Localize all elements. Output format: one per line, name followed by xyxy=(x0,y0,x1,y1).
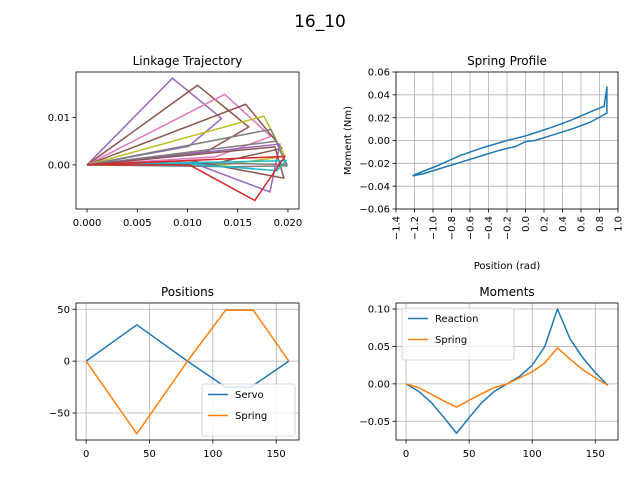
spring_profile-x-tick-label: 0.8 xyxy=(595,216,606,232)
positions-x-tick-label: 100 xyxy=(203,449,222,460)
positions-legend-box xyxy=(201,383,296,437)
spring_profile-x-tick-label: 1.0 xyxy=(614,216,625,232)
positions-series-line xyxy=(85,309,290,435)
positions-y-tick-label: −50 xyxy=(49,409,70,420)
linkage-title: Linkage Trajectory xyxy=(133,54,243,68)
spring_profile-series-line xyxy=(412,86,608,177)
positions-x-tick-label: 150 xyxy=(267,449,286,460)
linkage-series-line xyxy=(87,155,286,202)
moments-legend-box xyxy=(401,307,515,361)
spring_profile-y-tick-label: 0.00 xyxy=(368,136,390,147)
linkage-x-tick-label: 0.010 xyxy=(173,218,202,229)
positions-legend: Servo Spring xyxy=(201,383,296,437)
positions-axes-frame xyxy=(75,302,300,441)
spring_profile-x-tick-label: −1.2 xyxy=(410,216,421,240)
spring_profile-x-tick-label: −0.6 xyxy=(466,216,477,240)
moments-x-tick-label: 0 xyxy=(403,449,409,460)
spring_profile-y-tick-label: 0.06 xyxy=(368,68,390,79)
linkage-y-tick-label: 0.00 xyxy=(48,161,70,172)
spring_profile-x-tick-label: −0.4 xyxy=(484,216,495,240)
spring_profile-x-tick-label: −1.4 xyxy=(392,216,403,240)
spring_profile-x-tick-label: 0.6 xyxy=(577,216,588,232)
figure-suptitle: 16_10 xyxy=(294,12,346,32)
moments-series-line xyxy=(405,347,609,408)
spring_profile-y-tick-label: −0.06 xyxy=(359,205,390,216)
moments-panel: 0 50 100 150 −0.05 0.00 0.05 0.10 Moments Reactio… xyxy=(359,285,619,460)
linkage-x-tick-label: 0.005 xyxy=(123,218,152,229)
spring_profile-y-tick-label: −0.04 xyxy=(359,182,390,193)
moments-title: Moments xyxy=(479,285,534,299)
linkage-x-tick-label: 0.000 xyxy=(73,218,102,229)
spring_profile-y-tick-label: 0.04 xyxy=(368,90,390,101)
linkage-x-tick-label: 0.015 xyxy=(223,218,252,229)
positions-y-tick-label: 50 xyxy=(57,305,70,316)
positions-panel: 0 50 100 150 −50 0 50 Positions Servo Spring xyxy=(49,285,300,460)
moments-x-tick-label: 50 xyxy=(463,449,476,460)
linkage-panel: 0.000 0.005 0.010 0.015 0.020 0.00 0.01 Linkage… xyxy=(48,54,303,229)
moments-y-tick-label: 0.05 xyxy=(368,342,390,353)
spring_profile-x-tick-label: −0.8 xyxy=(447,216,458,240)
moments-y-tick-label: 0.10 xyxy=(368,305,390,316)
moments-legend-label: Reaction xyxy=(435,314,478,325)
spring_profile-x-tick-label: 0.0 xyxy=(521,216,532,232)
positions-title: Positions xyxy=(161,285,214,299)
spring_profile-y-tick-label: −0.02 xyxy=(359,159,390,170)
moments-legend: Reaction Spring xyxy=(401,307,515,361)
spring_profile-title: Spring Profile xyxy=(467,54,547,68)
moments-y-tick-label: 0.00 xyxy=(368,379,390,390)
spring_profile-x-tick-label: 0.2 xyxy=(540,216,551,232)
positions-legend-label: Spring xyxy=(235,411,267,422)
moments-x-tick-label: 150 xyxy=(586,449,605,460)
spring_profile-ylabel: Moment (Nm) xyxy=(343,106,354,175)
linkage-series-line xyxy=(86,128,288,168)
positions-x-tick-label: 50 xyxy=(143,449,156,460)
spring_profile-xlabel: Position (rad) xyxy=(474,261,541,272)
linkage-y-tick-label: 0.01 xyxy=(48,113,70,124)
spring_profile-x-tick-label: −0.2 xyxy=(503,216,514,240)
moments-legend-label: Spring xyxy=(435,335,467,346)
spring_profile-panel: −1.4 −1.2 −1.0 −0.8 −0.6 −0.4 −0.2 0.0 0.2 0.4 0.6… xyxy=(343,54,625,272)
positions-legend-label: Servo xyxy=(235,390,264,401)
moments-axes-frame xyxy=(395,302,619,441)
moments-y-tick-label: −0.05 xyxy=(359,417,390,428)
moments-x-tick-label: 100 xyxy=(523,449,542,460)
spring_profile-x-tick-label: 0.4 xyxy=(558,216,569,232)
linkage-series-line xyxy=(86,93,272,166)
linkage-x-tick-label: 0.020 xyxy=(274,218,303,229)
positions-x-tick-label: 0 xyxy=(83,449,89,460)
spring_profile-x-tick-label: −1.0 xyxy=(429,216,440,240)
positions-y-tick-label: 0 xyxy=(64,357,70,368)
spring_profile-y-tick-label: 0.02 xyxy=(368,113,390,124)
